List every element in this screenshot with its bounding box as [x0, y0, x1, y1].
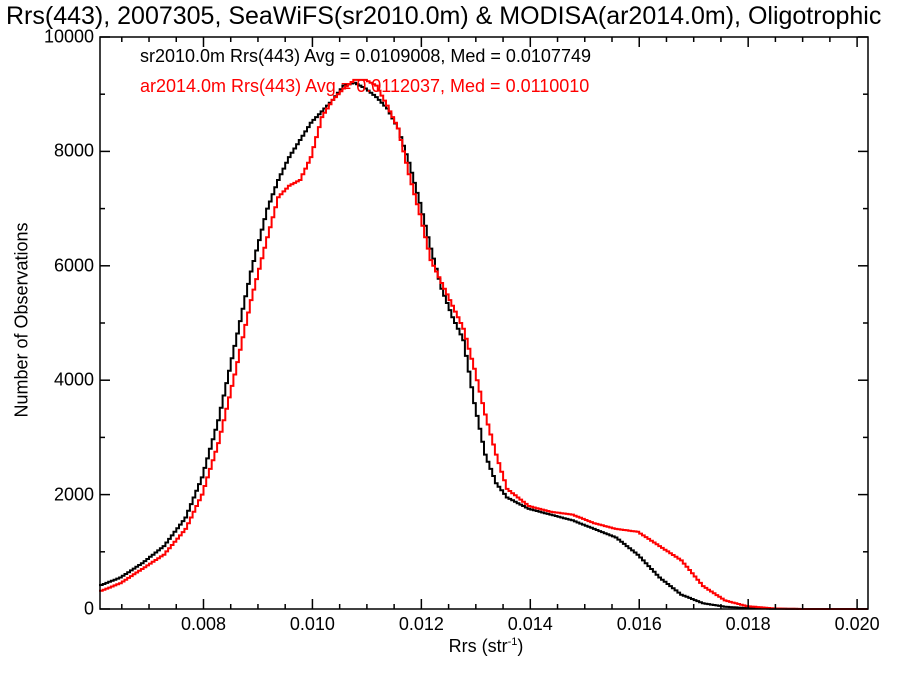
x-tick-label: 0.014 [507, 614, 553, 634]
chart-title: Rrs(443), 2007305, SeaWiFS(sr2010.0m) & … [6, 2, 882, 30]
x-tick-label: 0.010 [289, 614, 335, 634]
x-tick-label: 0.020 [834, 614, 880, 634]
y-tick-label: 4000 [53, 369, 94, 390]
x-axis-label-close: ) [517, 636, 524, 656]
y-tick-label: 10000 [43, 26, 94, 47]
legend-entry-ar2014: ar2014.0m Rrs(443) Avg = 0.0112037, Med … [140, 76, 590, 96]
legend-entry-sr2010: sr2010.0m Rrs(443) Avg = 0.0109008, Med … [140, 46, 591, 66]
y-tick-label: 6000 [53, 255, 94, 276]
x-axis-label: Rrs (str-1) [449, 636, 524, 657]
x-tick-label: 0.016 [616, 614, 662, 634]
x-tick-label: 0.008 [180, 614, 227, 634]
x-axis-label-main: Rrs (str [448, 636, 508, 656]
tick-layer [100, 36, 868, 610]
x-axis-label-sup: -1 [507, 636, 518, 648]
y-tick-label: 8000 [53, 140, 94, 161]
series-line-1 [99, 78, 868, 610]
x-tick-label: 0.018 [725, 614, 771, 634]
y-tick-label: 0 [83, 598, 94, 619]
plot-frame [99, 36, 869, 610]
y-tick-label: 2000 [53, 484, 94, 505]
series-line-0 [99, 81, 868, 610]
x-tick-label: 0.012 [398, 614, 444, 634]
y-axis-label: Number of Observations [11, 222, 32, 418]
series-layer [99, 78, 868, 610]
